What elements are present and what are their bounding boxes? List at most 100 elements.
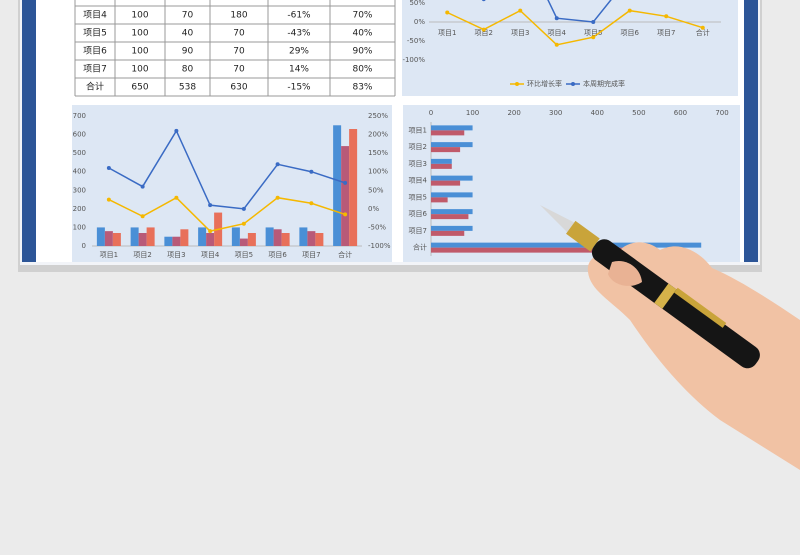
bar [315, 233, 324, 246]
table-cell: -61% [287, 11, 311, 21]
point [518, 8, 523, 13]
bar [265, 227, 274, 246]
point [275, 162, 280, 167]
point [481, 27, 486, 32]
y-tick-label: 项目3 [409, 160, 427, 168]
table-cell: 70 [233, 65, 245, 75]
bar [431, 158, 452, 164]
legend-marker [571, 82, 575, 86]
table-cell: 40 [182, 29, 194, 39]
y2-tick-label: 150% [368, 149, 388, 157]
x-tick-label: 700 [715, 109, 728, 117]
table-cell: -15% [287, 83, 311, 93]
legend-marker [515, 82, 519, 86]
point [208, 203, 213, 208]
bar [341, 146, 350, 246]
table-cell: 80 [182, 65, 194, 75]
table-cell: 项目5 [83, 28, 107, 39]
table-cell: 650 [131, 83, 148, 93]
point [106, 166, 111, 170]
x-tick-label: 项目2 [133, 251, 151, 259]
line [108, 129, 346, 210]
y-tick-label: 100 [73, 223, 86, 231]
bar [431, 163, 452, 169]
y-tick-label: 600 [73, 131, 86, 139]
bar [431, 180, 461, 186]
table-cell: 70% [352, 11, 372, 21]
y-tick-label: -50% [407, 37, 425, 45]
y-tick-label: 0% [414, 18, 425, 26]
table-cell: 100 [131, 47, 148, 57]
bar [247, 233, 256, 246]
point [627, 8, 632, 13]
point [241, 221, 246, 226]
bar [273, 229, 282, 246]
x-tick-label: 项目1 [100, 251, 118, 259]
pen-clip [674, 287, 727, 328]
y-tick-label: 300 [73, 186, 86, 194]
table-cell: 180 [230, 11, 247, 21]
finger [608, 260, 642, 286]
bar [138, 233, 147, 246]
point [309, 169, 314, 174]
pen-band [654, 283, 677, 309]
point [591, 35, 596, 40]
y2-tick-label: -100% [368, 242, 391, 250]
bar [349, 129, 358, 246]
x-tick-label: 合计 [696, 28, 710, 37]
bar [307, 231, 316, 246]
y-tick-label: 0 [82, 242, 86, 250]
y-tick-label: 项目2 [409, 143, 427, 151]
table-cell: 100 [131, 65, 148, 75]
y-tick-label: 项目7 [409, 227, 427, 235]
frame-right [744, 0, 758, 262]
y-tick-label: 700 [73, 112, 86, 120]
x-tick-label: 项目4 [201, 251, 220, 259]
bar [431, 147, 461, 153]
point [208, 229, 213, 234]
bar [164, 236, 173, 246]
table-cell: 70 [182, 11, 194, 21]
bar [431, 130, 465, 136]
y-tick-label: 50% [409, 0, 425, 7]
bar [172, 236, 181, 246]
y-tick-label: 合计 [413, 243, 427, 252]
x-tick-label: 600 [674, 109, 687, 117]
x-tick-label: 项目6 [268, 251, 287, 259]
bar [431, 197, 448, 203]
hand-with-pen [540, 205, 800, 470]
table-cell: 40% [352, 29, 372, 39]
point [664, 14, 669, 19]
bar [281, 233, 290, 246]
point [309, 201, 314, 206]
y2-tick-label: 100% [368, 168, 388, 176]
x-tick-label: 项目3 [167, 251, 185, 259]
table-cell: 80% [352, 65, 372, 75]
point [140, 214, 145, 219]
point [445, 10, 450, 15]
legend-label: 本周期完成率 [583, 79, 625, 88]
point [554, 16, 559, 21]
bar [146, 227, 155, 246]
panel [402, 0, 738, 96]
x-tick-label: 200 [507, 109, 520, 117]
y2-tick-label: 200% [368, 131, 388, 139]
pen-nib [540, 205, 575, 233]
y2-tick-label: 0% [368, 205, 379, 213]
bar [96, 227, 105, 246]
bar [431, 225, 473, 231]
x-tick-label: 项目7 [302, 251, 320, 259]
bar [431, 175, 473, 181]
bar [112, 233, 121, 246]
point [591, 20, 596, 24]
point [343, 212, 348, 217]
point [554, 42, 559, 47]
x-tick-label: 500 [632, 109, 645, 117]
x-tick-label: 400 [591, 109, 604, 117]
y-tick-label: 项目6 [409, 210, 428, 218]
table-cell: 29% [289, 47, 309, 57]
line [108, 196, 346, 232]
x-tick-label: 合计 [338, 250, 352, 259]
